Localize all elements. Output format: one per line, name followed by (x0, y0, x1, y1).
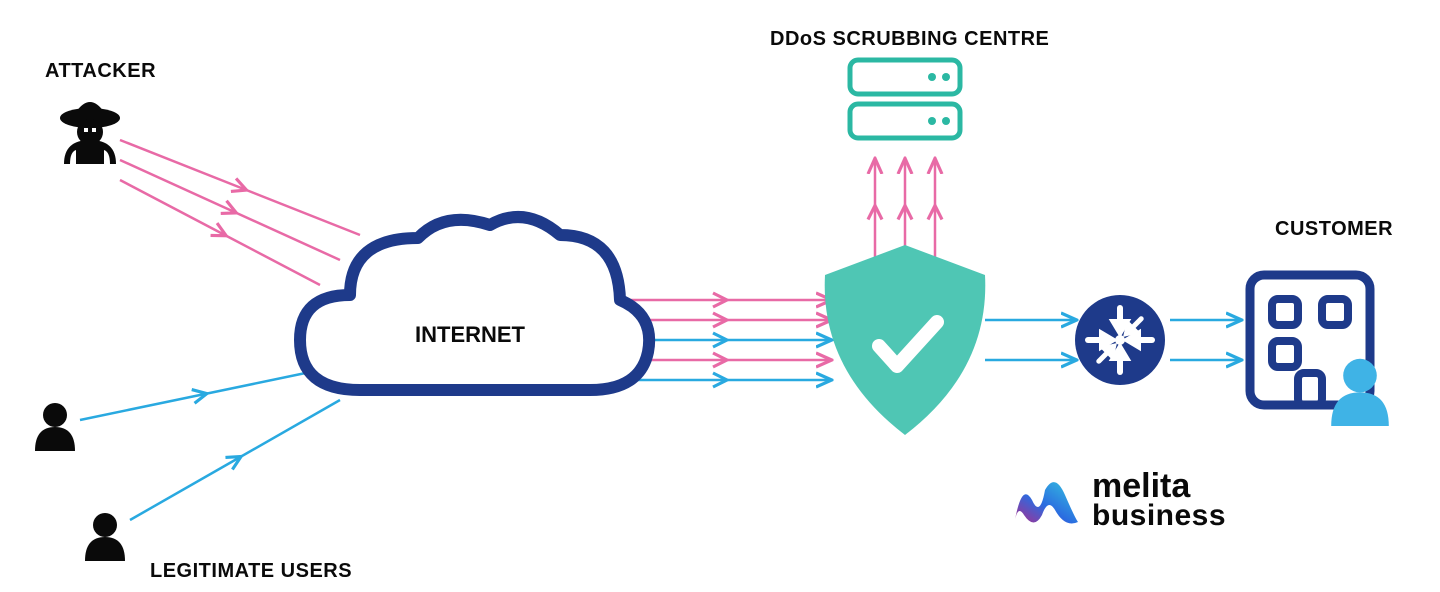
attacker-icon (60, 102, 120, 164)
flow-lines (80, 140, 1240, 520)
shield-icon (825, 245, 986, 435)
user2-icon (85, 513, 125, 561)
router-icon (1075, 295, 1165, 385)
brand-name-line2: business (1092, 502, 1226, 530)
user1-icon (35, 403, 75, 451)
server-icon-1 (850, 60, 960, 94)
customer-user-icon (1331, 359, 1389, 426)
internet-cloud-icon: INTERNET (300, 217, 649, 390)
server-icon-2 (850, 104, 960, 138)
brand-name-line1: melita (1092, 471, 1226, 502)
brand-mark-icon (1010, 470, 1080, 530)
brand-logo: melita business (1010, 470, 1226, 530)
internet-label: INTERNET (415, 322, 526, 347)
diagram-stage: ATTACKER LEGITIMATE USERS DDoS SCRUBBING… (0, 0, 1440, 592)
